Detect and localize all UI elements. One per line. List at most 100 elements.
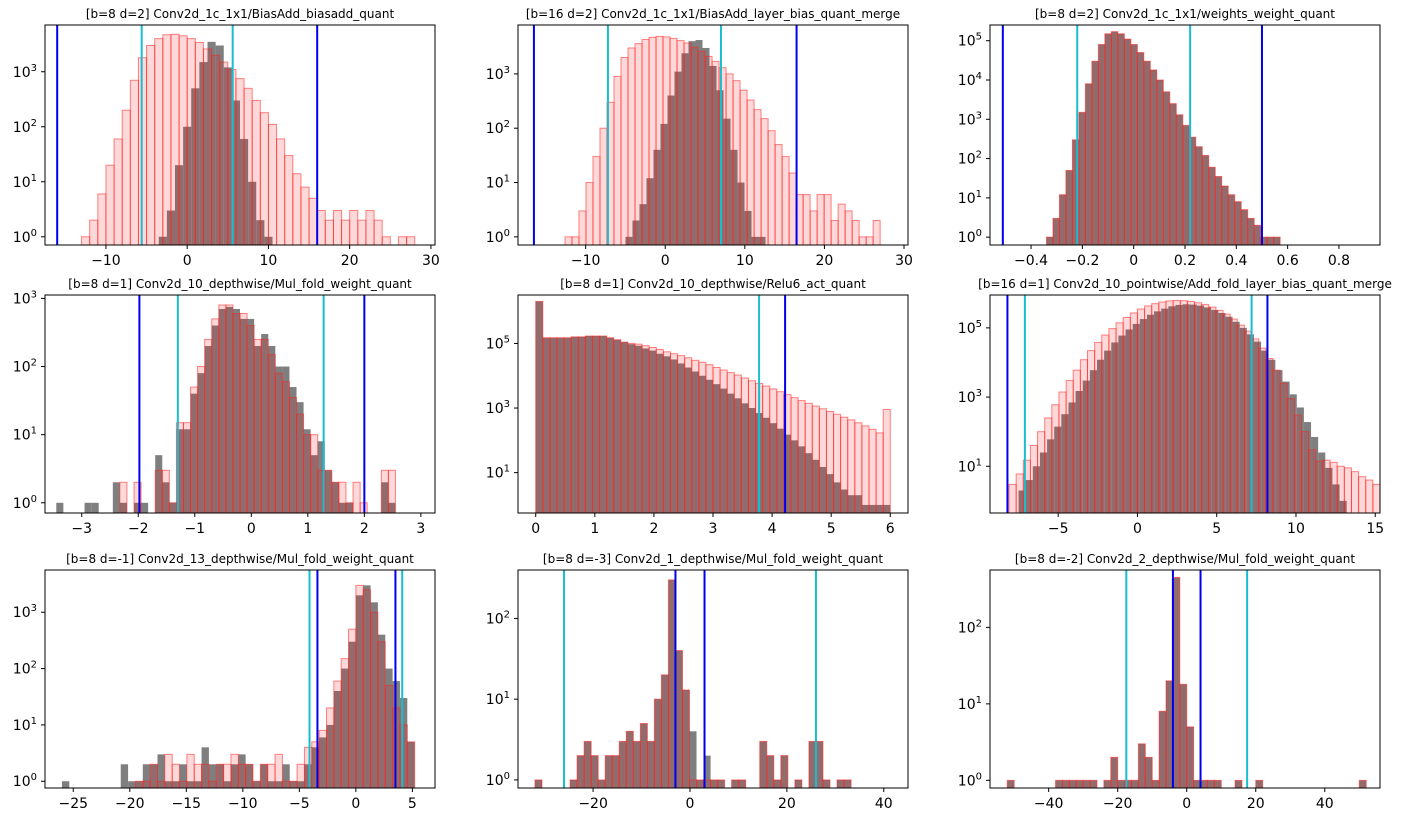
bar-red xyxy=(606,337,615,513)
bar-red xyxy=(1008,483,1017,513)
bar-gray xyxy=(348,641,356,788)
bar-red xyxy=(1322,459,1331,513)
bar-red xyxy=(1131,779,1139,788)
bar-gray xyxy=(363,585,371,788)
bar-red xyxy=(677,355,686,513)
bar-red xyxy=(1213,779,1222,788)
axes-frame xyxy=(44,24,436,246)
bar-gray xyxy=(578,336,586,513)
bar-red xyxy=(632,740,641,788)
y-tick-label: 102 xyxy=(13,358,37,376)
bar-gray xyxy=(1152,780,1160,788)
bar-gray xyxy=(247,318,255,513)
bar-red xyxy=(1055,779,1063,788)
bar-red xyxy=(1051,404,1060,513)
x-tick-label: 40 xyxy=(875,796,893,812)
bar-red xyxy=(840,416,849,513)
bar-gray xyxy=(260,764,268,788)
bar-red xyxy=(1195,146,1203,245)
bar-gray xyxy=(751,236,759,245)
bar-red xyxy=(592,156,601,245)
x-tick-label: 20 xyxy=(816,253,834,269)
y-tick-label: 101 xyxy=(13,173,37,191)
bar-gray xyxy=(150,764,158,788)
bar-red xyxy=(208,780,217,788)
bar-gray xyxy=(1150,69,1157,245)
bar-red xyxy=(760,118,769,245)
bar-red xyxy=(1065,380,1074,513)
panel-title: [b=8 d=2] Conv2d_1c_1x1/BiasAdd_biasadd_… xyxy=(86,7,395,21)
y-tick-label: 105 xyxy=(958,32,982,50)
bar-red xyxy=(276,138,286,245)
bar-red xyxy=(1272,369,1281,513)
x-tick-label: 5 xyxy=(827,521,836,537)
bar-gray xyxy=(1228,194,1235,245)
x-tick-label: −0.4 xyxy=(1014,253,1048,269)
bar-gray xyxy=(1065,170,1073,245)
bar-gray xyxy=(1282,381,1290,513)
bar-red xyxy=(1158,301,1167,513)
x-tick-label: 10 xyxy=(260,253,278,269)
bar-gray xyxy=(179,764,187,788)
bar-red xyxy=(1137,743,1146,788)
bar-red xyxy=(625,730,634,788)
bar-gray xyxy=(296,402,304,513)
bar-red xyxy=(717,779,726,788)
bar-red xyxy=(781,156,790,245)
x-tick-label: 20 xyxy=(341,253,359,269)
bar-gray xyxy=(1075,390,1083,513)
bar-red xyxy=(662,36,671,245)
bar-red xyxy=(854,422,863,513)
bar-red xyxy=(1214,175,1223,245)
x-tick-label: 10 xyxy=(736,253,754,269)
bar-gray xyxy=(1359,780,1367,788)
bar-gray xyxy=(289,387,297,513)
bar-gray xyxy=(1261,350,1269,513)
bar-red xyxy=(325,707,335,788)
axes-frame xyxy=(517,24,909,246)
bar-gray xyxy=(1273,237,1281,245)
bar-red xyxy=(1201,154,1210,245)
bar-gray xyxy=(261,334,269,513)
bar-gray xyxy=(731,779,739,788)
bar-red xyxy=(847,419,856,513)
bar-gray xyxy=(245,764,253,788)
bar-gray xyxy=(642,348,650,513)
bar-red xyxy=(201,763,210,788)
bar-gray xyxy=(619,741,627,788)
bar-gray xyxy=(225,306,233,513)
x-tick-label: 0 xyxy=(661,253,670,269)
bar-gray xyxy=(592,336,600,513)
bar-gray xyxy=(345,502,354,513)
bar-gray xyxy=(253,781,261,788)
bar-red xyxy=(1087,350,1096,513)
bar-gray xyxy=(1166,680,1173,788)
bar-red xyxy=(711,60,720,245)
bar-red xyxy=(1097,44,1106,245)
bar-red xyxy=(281,381,290,513)
bar-red xyxy=(1372,483,1380,513)
bar-red xyxy=(129,79,139,245)
axes-frame xyxy=(44,569,436,789)
bar-red xyxy=(1329,461,1338,513)
bar-red xyxy=(1286,398,1295,513)
bar-gray xyxy=(571,336,579,513)
y-tick-label: 103 xyxy=(13,289,37,307)
bar-red xyxy=(1165,300,1174,513)
bar-gray xyxy=(1186,726,1194,788)
bar-red xyxy=(611,755,620,788)
bar-red xyxy=(1029,444,1039,513)
bar-red xyxy=(243,87,253,245)
x-tick-label: −10 xyxy=(571,253,601,269)
bar-red xyxy=(1144,756,1153,788)
x-tick-label: −40 xyxy=(1034,796,1064,812)
bar-gray xyxy=(1007,780,1015,788)
bar-red xyxy=(267,354,276,513)
bar-gray xyxy=(549,337,557,513)
bar-red xyxy=(232,313,241,513)
bar-red xyxy=(292,173,302,245)
bar-gray xyxy=(1189,137,1196,245)
x-tick-label: −5 xyxy=(289,796,310,812)
bar-red xyxy=(1045,236,1054,245)
bar-gray xyxy=(1255,780,1263,788)
